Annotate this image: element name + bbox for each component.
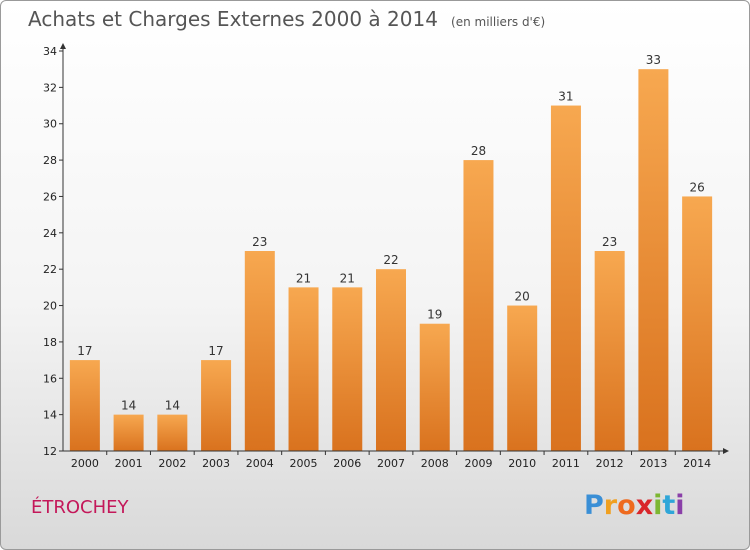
x-axis-arrow (723, 448, 729, 454)
bar-value-label: 22 (383, 253, 398, 267)
bar-value-label: 17 (77, 344, 92, 358)
chart-title: Achats et Charges Externes 2000 à 2014 (28, 7, 438, 31)
y-tick-label: 12 (43, 445, 57, 458)
bar-2004 (244, 251, 275, 451)
bar-2000 (69, 360, 100, 451)
bar-value-label: 23 (252, 235, 267, 249)
y-axis-arrow (60, 43, 66, 49)
x-tick-label: 2006 (333, 457, 361, 470)
logo-letter: t (662, 490, 676, 521)
chart-title-block: Achats et Charges Externes 2000 à 2014 (… (28, 7, 545, 31)
bar-value-label: 20 (515, 290, 530, 304)
bar-2014 (682, 196, 713, 451)
logo-letter: P (584, 490, 604, 521)
logo-letter: i (653, 490, 663, 521)
bar-2010 (507, 305, 538, 451)
bar-value-label: 28 (471, 144, 486, 158)
x-tick-label: 2008 (421, 457, 449, 470)
bar-2002 (157, 414, 188, 451)
y-tick-label: 26 (43, 190, 57, 203)
x-tick-label: 2005 (290, 457, 318, 470)
y-tick-label: 28 (43, 154, 57, 167)
unit-note: (en milliers d'€) (451, 15, 546, 29)
bar-2006 (332, 287, 363, 451)
bar-value-label: 26 (689, 180, 704, 194)
x-tick-label: 2014 (683, 457, 711, 470)
bar-2008 (419, 323, 450, 451)
y-tick-label: 22 (43, 263, 57, 276)
x-tick-label: 2001 (115, 457, 143, 470)
y-tick-label: 16 (43, 372, 57, 385)
bar-2013 (638, 69, 669, 451)
y-tick-label: 20 (43, 300, 57, 313)
bar-2012 (594, 251, 625, 451)
x-tick-label: 2012 (596, 457, 624, 470)
bar-value-label: 33 (646, 53, 661, 67)
bar-value-label: 31 (558, 90, 573, 104)
logo-letter: x (635, 490, 654, 521)
y-tick-label: 34 (43, 45, 57, 58)
x-tick-label: 2013 (639, 457, 667, 470)
commune-name: ÉTROCHEY (31, 497, 129, 518)
x-tick-label: 2003 (202, 457, 230, 470)
y-tick-label: 18 (43, 336, 57, 349)
bar-2009 (463, 160, 494, 451)
bar-value-label: 23 (602, 235, 617, 249)
x-tick-label: 2004 (246, 457, 274, 470)
bar-value-label: 21 (296, 271, 311, 285)
proxiti-logo: Proxiti (584, 490, 685, 521)
x-tick-label: 2007 (377, 457, 405, 470)
y-tick-label: 24 (43, 227, 57, 240)
bar-2003 (201, 360, 232, 451)
y-tick-label: 32 (43, 81, 57, 94)
x-tick-label: 2002 (158, 457, 186, 470)
bar-2005 (288, 287, 319, 451)
x-tick-label: 2011 (552, 457, 580, 470)
logo-letter: o (617, 490, 636, 521)
bar-2007 (376, 269, 406, 451)
bar-value-label: 17 (208, 344, 223, 358)
bar-2011 (550, 105, 581, 451)
y-tick-label: 14 (43, 409, 57, 422)
y-tick-label: 30 (43, 118, 57, 131)
logo-letter: r (603, 490, 618, 521)
x-tick-label: 2000 (71, 457, 99, 470)
bar-2001 (113, 414, 144, 451)
bar-value-label: 19 (427, 308, 442, 322)
x-tick-label: 2010 (508, 457, 536, 470)
bar-value-label: 21 (340, 271, 355, 285)
bar-value-label: 14 (165, 399, 180, 413)
bar-value-label: 14 (121, 399, 136, 413)
logo-letter: i (675, 490, 685, 521)
x-tick-label: 2009 (464, 457, 492, 470)
